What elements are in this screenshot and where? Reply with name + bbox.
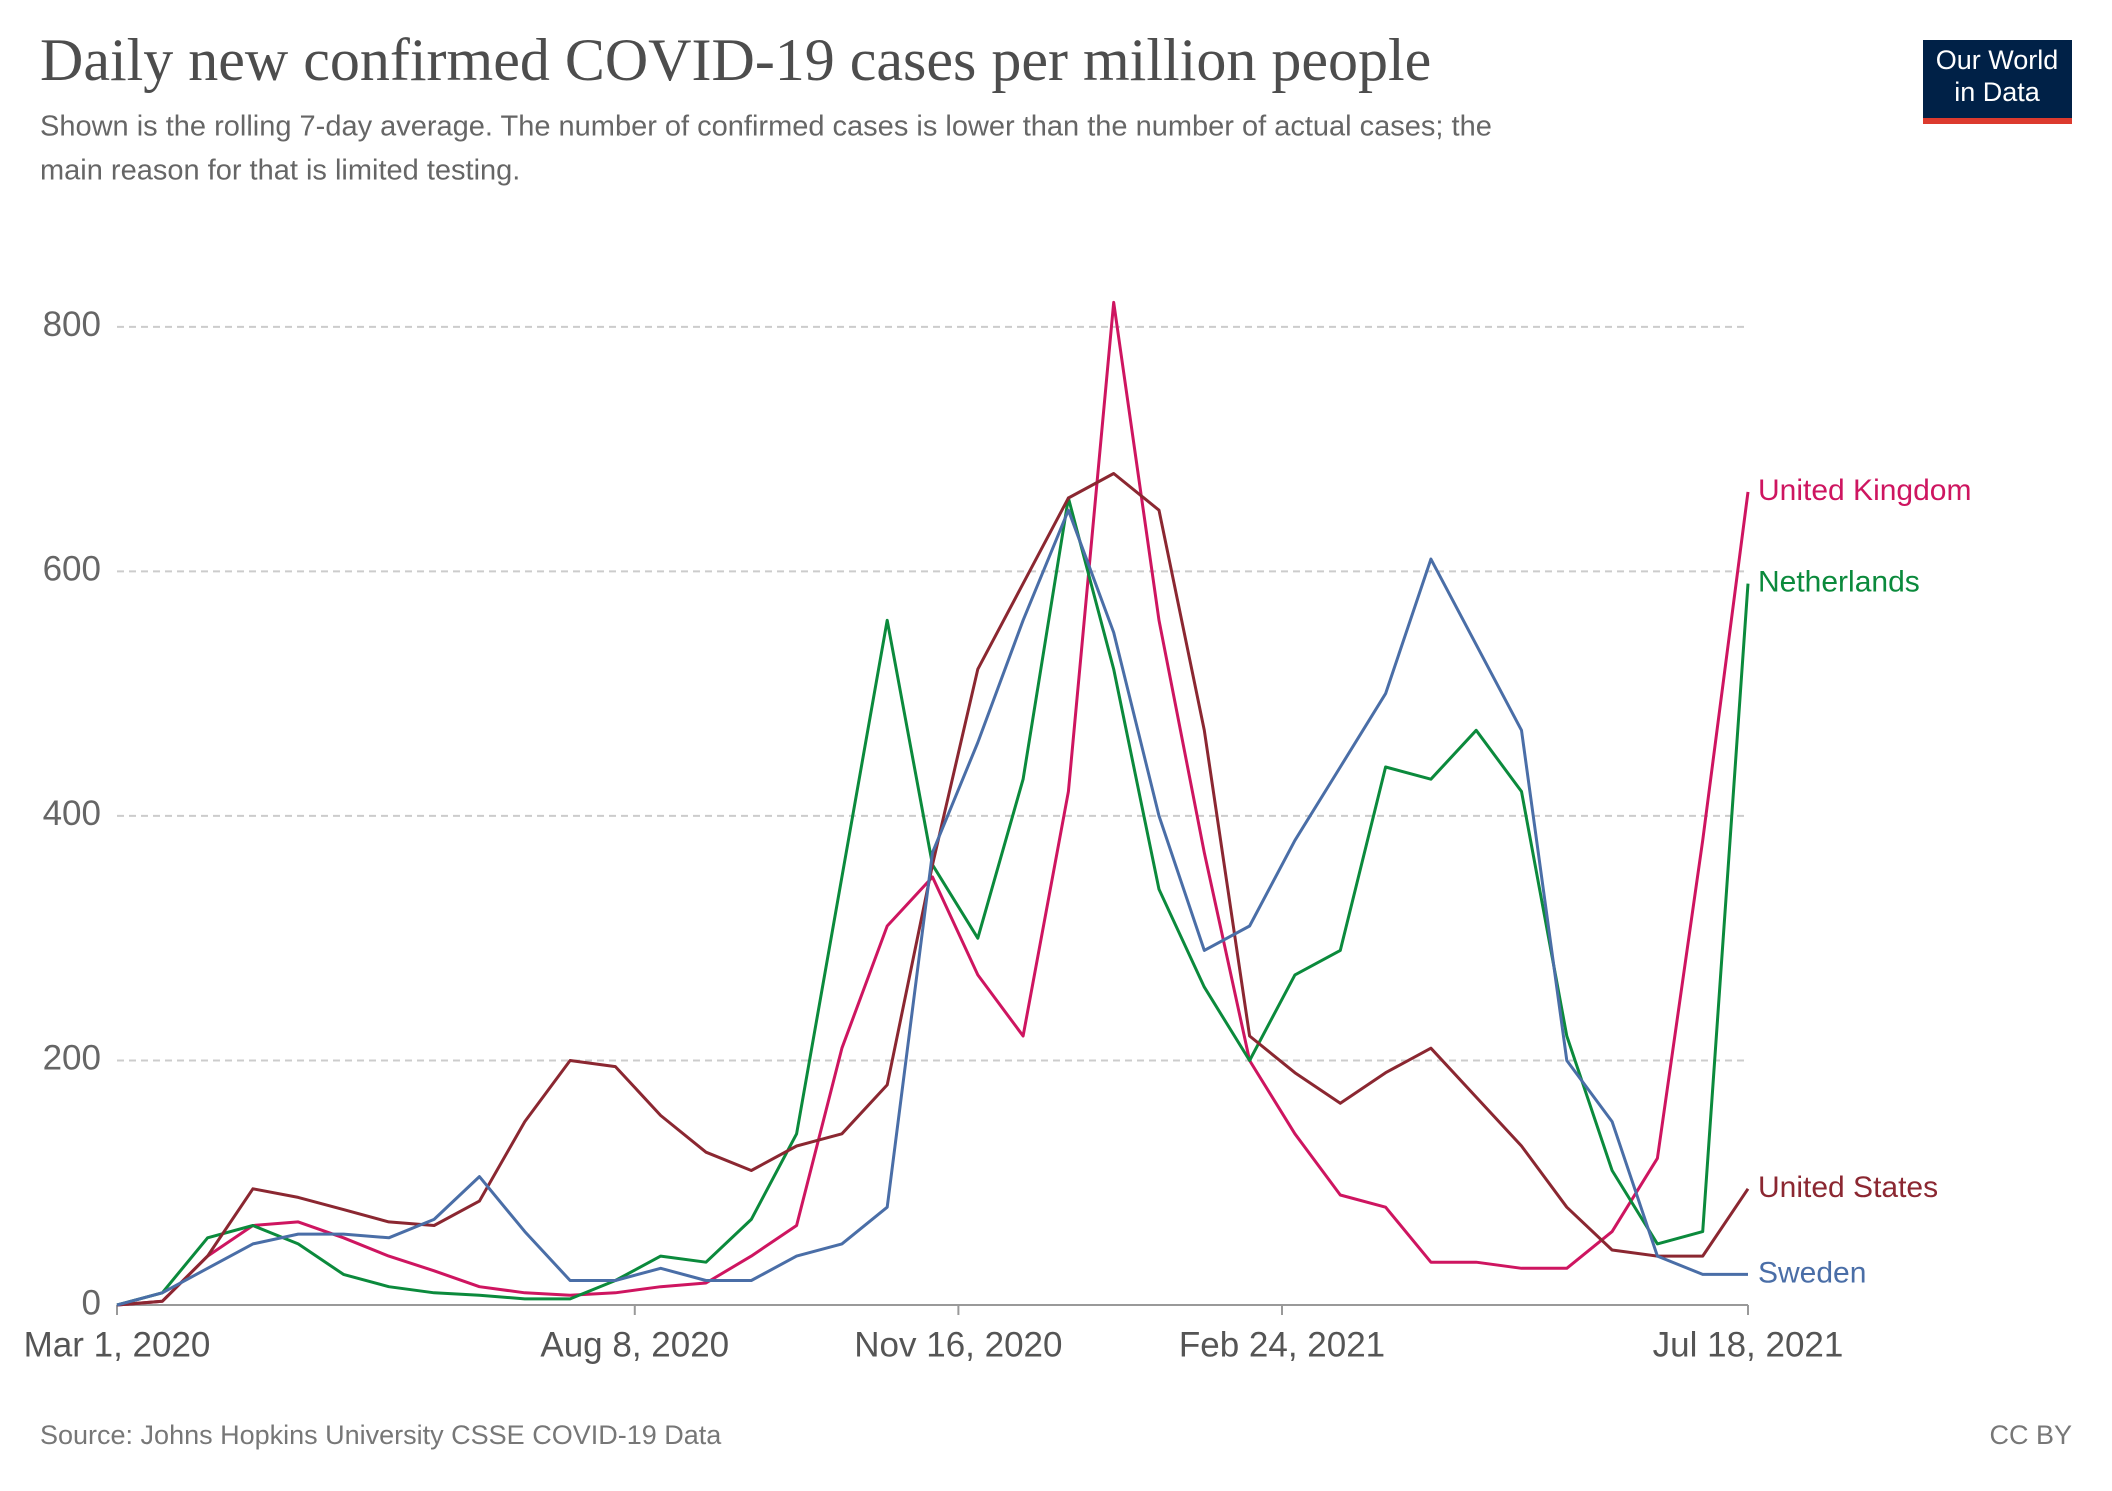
series-line (116, 508, 1748, 1307)
logo-bar (1923, 118, 2072, 124)
logo-text: Our World (1936, 45, 2059, 75)
y-tick-label: 600 (43, 550, 101, 589)
y-tick-label: 400 (43, 794, 101, 833)
x-tick-label: Jul 18, 2021 (1653, 1325, 1844, 1364)
y-tick-label: 200 (43, 1039, 101, 1078)
source: Source: Johns Hopkins University CSSE CO… (40, 1420, 722, 1450)
logo-box (1923, 40, 2072, 118)
y-tick-label: 800 (43, 305, 101, 344)
x-tick-label: Nov 16, 2020 (854, 1325, 1062, 1364)
subtitle: main reason for that is limited testing. (40, 155, 520, 187)
series-line (116, 496, 1750, 1307)
x-tick-label: Mar 1, 2020 (24, 1325, 211, 1364)
series-label: Netherlands (1758, 566, 1920, 599)
series-label: United Kingdom (1758, 474, 1971, 507)
series-line (116, 472, 1750, 1307)
license: CC BY (1989, 1420, 2072, 1450)
series-label: United States (1758, 1171, 1938, 1204)
x-tick-label: Feb 24, 2021 (1179, 1325, 1385, 1364)
subtitle: Shown is the rolling 7-day average. The … (40, 111, 1492, 143)
x-tick-label: Aug 8, 2020 (540, 1325, 729, 1364)
series-line (116, 300, 1750, 1307)
series-label: Sweden (1758, 1256, 1866, 1289)
chart-title: Daily new confirmed COVID-19 cases per m… (40, 27, 1431, 93)
logo-text: in Data (1954, 77, 2041, 107)
y-tick-label: 0 (82, 1283, 101, 1322)
